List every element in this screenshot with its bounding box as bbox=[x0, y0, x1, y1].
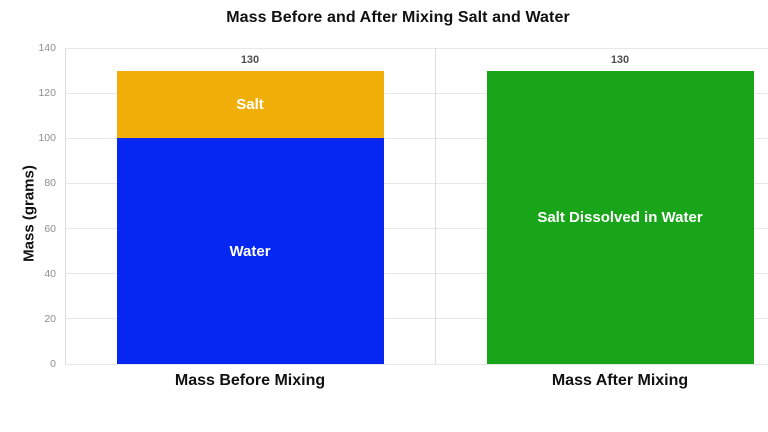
y-axis-line bbox=[64, 48, 66, 364]
gridline-y-80 bbox=[65, 182, 768, 184]
y-tick-label-60: 60 bbox=[44, 222, 56, 235]
chart-title: Mass Before and After Mixing Salt and Wa… bbox=[226, 9, 570, 26]
gridline-y-120 bbox=[65, 92, 768, 94]
y-axis-label: Mass (grams) bbox=[20, 165, 38, 262]
gridline-y-0 bbox=[65, 363, 768, 365]
bar-stack-1: Water Salt bbox=[116, 70, 384, 364]
gridline-y-60 bbox=[65, 228, 768, 230]
y-tick-label-40: 40 bbox=[44, 267, 56, 280]
gridline-y-20 bbox=[65, 318, 768, 320]
x-category-label-2: Mass After Mixing bbox=[551, 372, 689, 389]
y-tick-label-120: 120 bbox=[38, 87, 56, 100]
gridline-y-100 bbox=[65, 137, 768, 139]
y-tick-label-20: 20 bbox=[44, 312, 56, 325]
bar-segment-label: Water bbox=[229, 242, 271, 260]
bar-segment-label: Salt bbox=[236, 95, 264, 113]
bar-stack-2: Salt Dissolved in Water bbox=[486, 70, 754, 364]
gridline-y-140 bbox=[65, 47, 768, 49]
category-separator-line bbox=[434, 48, 436, 364]
y-tick-label-140: 140 bbox=[38, 42, 56, 54]
bar-total-label: 130 bbox=[610, 53, 630, 66]
x-category-label-1: Mass Before Mixing bbox=[174, 372, 326, 389]
bar-segment: Salt Dissolved in Water bbox=[486, 70, 754, 364]
gridline-y-40 bbox=[65, 273, 768, 275]
bar-segment-label: Salt Dissolved in Water bbox=[537, 208, 703, 226]
bar-total-label: 130 bbox=[240, 53, 260, 66]
y-tick-label-0: 0 bbox=[50, 358, 56, 370]
bar-segment: Water bbox=[116, 138, 384, 364]
bar-segment: Salt bbox=[116, 70, 384, 139]
y-tick-label-100: 100 bbox=[38, 132, 56, 145]
plot-area: 0 20 40 60 80 100 120 140 Water Salt 130 Mass Befor… bbox=[38, 42, 768, 389]
y-tick-label-80: 80 bbox=[44, 177, 56, 190]
